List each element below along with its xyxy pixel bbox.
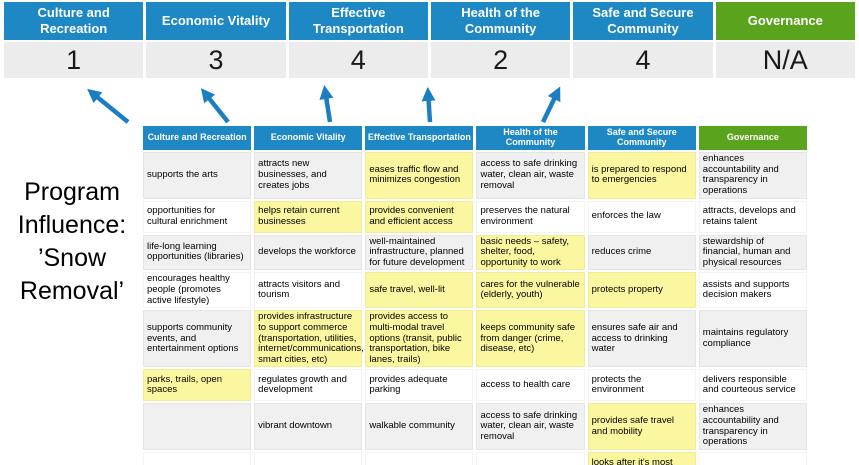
matrix-row: vibrant downtown walkable community access…	[143, 403, 807, 450]
matrix-cell-highlighted: provides convenient and efficient access	[365, 200, 474, 233]
summary-value: 3	[146, 42, 286, 78]
summary-value: 4	[573, 42, 713, 78]
matrix-cell: supports the arts	[143, 152, 252, 199]
matrix-cell: preserves the natural environment	[476, 200, 585, 233]
summary-value: 1	[4, 42, 144, 78]
matrix-cell-highlighted: protects property	[587, 272, 696, 309]
matrix-row: supports the arts attracts new businesses…	[143, 152, 807, 199]
influence-arrows	[87, 85, 561, 124]
matrix-column-header: Governance	[698, 126, 807, 150]
matrix-cell	[254, 451, 363, 465]
matrix-cell-highlighted: keeps community safe from danger (crime,…	[476, 310, 585, 368]
matrix-cell: attracts, develops and retains talent	[698, 200, 807, 233]
summary-header: Governance	[715, 2, 855, 40]
up-arrow-icon	[540, 86, 561, 123]
up-arrow-icon	[421, 87, 436, 123]
matrix-column-header: Safe and Secure Community	[587, 126, 696, 150]
matrix-body: supports the arts attracts new businesses…	[143, 152, 807, 465]
matrix-cell: access to safe drinking water, clean air…	[476, 403, 585, 450]
summary-header: Effective Transportation	[288, 2, 428, 40]
matrix-row: life-long learning opportunities (librar…	[143, 234, 807, 271]
matrix-cell: supports community events, and entertain…	[143, 310, 252, 368]
matrix-cell: provides adequate parking	[365, 369, 474, 402]
matrix-cell-highlighted: provides access to multi-modal travel op…	[365, 310, 474, 368]
matrix-row: encourages healthy people (promotes acti…	[143, 272, 807, 309]
matrix-column-header: Culture and Recreation	[143, 126, 252, 150]
matrix-cell	[143, 451, 252, 465]
summary-header: Economic Vitality	[146, 2, 286, 40]
matrix-row: opportunities for cultural enrichment hel…	[143, 200, 807, 233]
summary-col-effective-transportation: Effective Transportation 4	[288, 2, 428, 78]
matrix-cell-highlighted: looks after it's most vulnerable	[587, 451, 696, 465]
matrix-cell: protects the environment	[587, 369, 696, 402]
matrix-cell	[365, 451, 474, 465]
matrix-cell: maintains regulatory compliance	[698, 310, 807, 368]
matrix-cell: stewardship of financial, human and phys…	[698, 234, 807, 271]
summary-header: Health of the Community	[430, 2, 571, 40]
matrix-cell: enhances accountability and transparency…	[698, 152, 807, 199]
matrix-cell-highlighted: eases traffic flow and minimizes congest…	[365, 152, 474, 199]
matrix-cell: develops the workforce	[254, 234, 363, 271]
matrix-cell-highlighted: provides infrastructure to support comme…	[254, 310, 364, 368]
matrix-cell: attracts visitors and tourism	[254, 272, 363, 309]
matrix-cell-highlighted: safe travel, well-lit	[365, 272, 474, 309]
summary-value: 2	[430, 42, 571, 78]
matrix-row: supports community events, and entertain…	[143, 310, 807, 368]
matrix-cell: access to safe drinking water, clean air…	[476, 152, 585, 199]
matrix-head: Culture and Recreation Economic Vitality E…	[143, 126, 807, 150]
summary-row: Culture and Recreation 1 Economic Vitali…	[4, 2, 855, 78]
matrix-cell: enhances accountability and transparency…	[698, 403, 807, 450]
title-line: Program	[24, 178, 120, 206]
matrix-cell: regulates growth and development	[254, 369, 363, 402]
influence-matrix: Culture and Recreation Economic Vitality E…	[140, 124, 810, 465]
matrix-column-header: Effective Transportation	[365, 126, 474, 150]
title-line: ’Snow	[37, 244, 107, 272]
up-arrow-icon	[200, 88, 230, 124]
matrix-cell-highlighted: is prepared to respond to emergencies	[587, 152, 696, 199]
up-arrow-icon	[87, 88, 130, 124]
matrix-cell: delivers responsible and courteous servi…	[698, 369, 807, 402]
matrix-cell: life-long learning opportunities (librar…	[143, 234, 252, 271]
matrix-cell	[698, 451, 807, 465]
matrix-cell-highlighted: provides safe travel and mobility	[587, 403, 696, 450]
matrix-cell-highlighted: parks, trails, open spaces	[143, 369, 252, 402]
matrix-row: looks after it's most vulnerable	[143, 451, 807, 465]
matrix-cell: ensures safe air and access to drinking …	[587, 310, 696, 368]
matrix-cell: well-maintained infrastructure, planned …	[365, 234, 474, 271]
matrix-cell: access to health care	[476, 369, 585, 402]
influence-matrix-wrap: Culture and Recreation Economic Vitality E…	[140, 124, 810, 465]
matrix-cell: encourages healthy people (promotes acti…	[143, 272, 252, 309]
matrix-cell: assists and supports decision makers	[698, 272, 807, 309]
up-arrow-icon	[319, 85, 334, 123]
title-line: Influence:	[17, 211, 127, 239]
matrix-cell	[143, 403, 252, 450]
summary-col-culture-and-recreation: Culture and Recreation 1	[4, 2, 144, 78]
matrix-cell-highlighted: helps retain current businesses	[254, 200, 363, 233]
summary-header: Safe and Secure Community	[573, 2, 713, 40]
summary-col-economic-vitality: Economic Vitality 3	[146, 2, 286, 78]
program-influence-title: Program Influence: ’Snow Removal’	[2, 176, 142, 308]
summary-value: 4	[288, 42, 428, 78]
summary-header: Culture and Recreation	[4, 2, 144, 40]
matrix-cell: reduces crime	[587, 234, 696, 271]
matrix-column-header: Economic Vitality	[254, 126, 363, 150]
matrix-cell-highlighted: basic needs – safety, shelter, food, opp…	[476, 234, 585, 271]
matrix-cell: attracts new businesses, and creates job…	[254, 152, 363, 199]
summary-col-health-of-the-community: Health of the Community 2	[430, 2, 571, 78]
matrix-row: parks, trails, open spaces regulates grow…	[143, 369, 807, 402]
matrix-cell: walkable community	[365, 403, 474, 450]
title-line: Removal’	[19, 277, 125, 305]
summary-col-governance: Governance N/A	[715, 2, 855, 78]
matrix-cell: enforces the law	[587, 200, 696, 233]
matrix-column-header: Health of the Community	[476, 126, 585, 150]
matrix-cell	[476, 451, 585, 465]
matrix-cell: vibrant downtown	[254, 403, 363, 450]
summary-value: N/A	[715, 42, 855, 78]
summary-col-safe-and-secure-community: Safe and Secure Community 4	[573, 2, 713, 78]
matrix-cell: opportunities for cultural enrichment	[143, 200, 252, 233]
matrix-cell-highlighted: cares for the vulnerable (elderly, youth…	[476, 272, 585, 309]
